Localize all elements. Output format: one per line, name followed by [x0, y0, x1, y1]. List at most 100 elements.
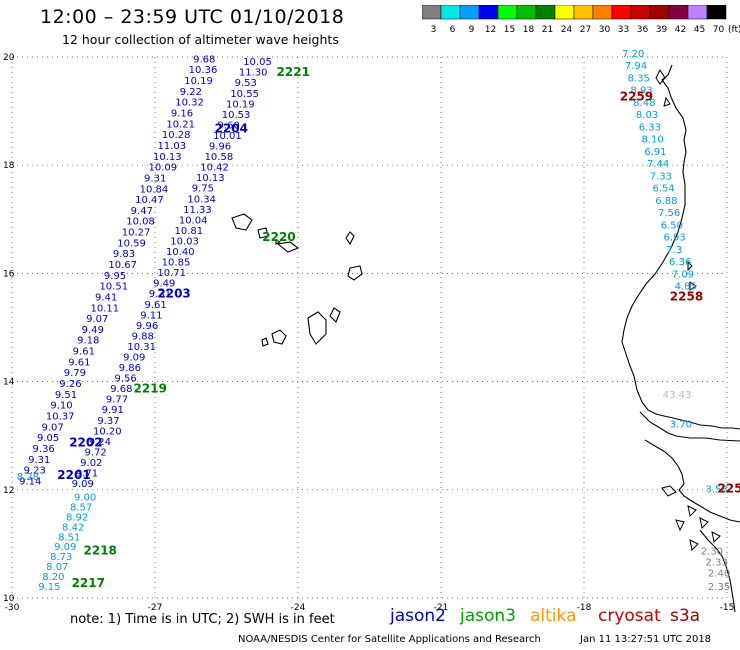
cape-verde-boa-vista [347, 265, 363, 281]
wave-height-value: 7.56 [658, 208, 680, 219]
wave-height-value: 2.40 [708, 568, 730, 579]
generation-timestamp: Jan 11 13:27:51 UTC 2018 [580, 634, 712, 645]
wave-height-value: 6.93 [664, 233, 686, 244]
colorbar-tick-label: 12 [485, 25, 496, 35]
wave-height-value: 8.57 [70, 503, 92, 514]
wave-height-value: 10.19 [226, 99, 255, 110]
wave-height-value: 10.34 [187, 194, 216, 205]
cape-verde-maio [329, 307, 341, 323]
wave-height-value: 9.47 [131, 206, 153, 217]
longitude-tick-label: -18 [577, 603, 592, 612]
wave-height-value: 8.73 [50, 552, 72, 563]
wave-height-value: 9.02 [80, 458, 102, 469]
wave-height-value: 9.75 [192, 184, 214, 195]
wave-height-value: 7.44 [647, 159, 669, 170]
wave-height-value: 11.30 [239, 68, 268, 79]
wave-height-value: 7.33 [650, 171, 672, 182]
wave-height-value: 8.07 [46, 562, 68, 573]
wave-height-value: 8.28 [17, 472, 39, 483]
wave-height-value: 9.31 [28, 455, 50, 466]
colorbar-swatch [706, 5, 727, 20]
wave-height-value: 9.18 [77, 336, 99, 347]
credit-line: NOAA/NESDIS Center for Satellite Applica… [238, 634, 541, 645]
wave-height-value: 9.09 [72, 479, 94, 490]
colorbar-tick-label: 21 [542, 25, 553, 35]
cape-verde-sal [345, 231, 355, 246]
wave-height-value: 6.91 [644, 147, 666, 158]
wave-height-value: 9.79 [64, 368, 86, 379]
colorbar-tick-label: 36 [637, 25, 649, 35]
cape-verde-brava [261, 337, 269, 347]
wave-height-value: 7.3 [666, 245, 682, 256]
colorbar-tick-label: 30 [599, 25, 611, 35]
latitude-tick-label: 12 [3, 486, 14, 496]
pass-time-label: 2204 [215, 122, 248, 136]
wave-height-value: 10.32 [175, 98, 204, 109]
wave-height-value: 10.21 [166, 119, 195, 130]
cape-verde-sao-vicente [257, 227, 269, 239]
map-title: 12:00 – 23:59 UTC 01/10/2018 [40, 6, 345, 28]
latitude-tick-label: 20 [3, 53, 15, 63]
wave-height-value: 9.88 [132, 331, 154, 342]
track-jason3-ascending-b: 9.099.719.029.729.2410.209.379.919.779.6… [72, 57, 272, 490]
wave-height-value: 9.22 [180, 87, 202, 98]
cape-verde-fogo [271, 329, 287, 345]
wave-height-value: 7.09 [672, 269, 694, 280]
coastline-layer [231, 64, 740, 612]
map-subtitle: 12 hour collection of altimeter wave hei… [62, 32, 339, 47]
colorbar-tick-label: 33 [618, 25, 629, 35]
colorbar-tick-label: 18 [523, 25, 535, 35]
colorbar-tick-label: 45 [694, 25, 705, 35]
colorbar-tick-label: 42 [675, 25, 686, 35]
wave-height-value: 10.19 [184, 76, 213, 87]
wave-height-value: 8.92 [66, 512, 88, 523]
wave-height-value: 9.51 [55, 390, 77, 401]
wave-height-value: 9.86 [119, 363, 141, 374]
wave-height-value: 9.61 [145, 300, 167, 311]
bissagos-island-d [675, 519, 685, 532]
pass-time-label: 2217 [72, 576, 105, 590]
wave-height-value: 6.88 [655, 196, 677, 207]
wave-height-value: 9.72 [84, 447, 106, 458]
wave-height-value: 10.47 [135, 195, 164, 206]
wave-height-value: 9.77 [106, 395, 128, 406]
wave-height-value: 6.54 [652, 184, 674, 195]
wave-height-value: 10.01 [213, 131, 242, 142]
pass-time-label: 2259 [620, 89, 653, 103]
wave-height-value: 9.56 [114, 374, 136, 385]
pass-time-label: 2258 [670, 289, 703, 303]
latitude-tick-label: 14 [3, 378, 15, 388]
wave-height-value: 9.95 [104, 271, 126, 282]
pass-time-label: 2220 [262, 230, 295, 244]
wave-height-value: 8.20 [42, 572, 64, 583]
mission-label-jason3: jason3 [460, 606, 516, 626]
track-cryosat-coastal-track: 4.857.096.367.36.936.507.566.886.547.337… [622, 49, 697, 293]
colorbar-tick-label: 70 [713, 25, 725, 35]
wave-height-value: 2.33 [706, 558, 728, 569]
wave-height-value: 9.61 [68, 357, 90, 368]
wave-height-value: 9.15 [38, 582, 60, 593]
wave-height-value: 9.68 [193, 54, 215, 65]
pass-time-label: 2201 [57, 468, 90, 482]
wave-height-value: 10.40 [166, 247, 195, 258]
wave-height-value: 9.10 [50, 401, 72, 412]
colorbar-tick-label: 3 [431, 25, 437, 35]
wave-height-value: 10.05 [243, 57, 272, 68]
wave-height-value: 9.71 [76, 469, 98, 480]
wave-height-value: 8.03 [636, 110, 658, 121]
mission-label-jason2: jason2 [390, 606, 446, 626]
wave-height-value: 9.26 [59, 379, 81, 390]
wave-height-value: 9.96 [136, 321, 158, 332]
wave-height-value: 9.36 [33, 444, 55, 455]
wave-height-value: 10.71 [157, 268, 186, 279]
wave-height-value: 10.84 [140, 184, 169, 195]
wave-height-value: 9.31 [144, 173, 166, 184]
mission-label-cryosat: cryosat [598, 606, 661, 626]
wave-height-value: 10.20 [93, 426, 122, 437]
wave-height-value: 9.49 [153, 279, 175, 290]
wave-height-value: 9.60 [217, 120, 239, 131]
colorbar-unit: (ft) [728, 25, 740, 35]
pass-time-label: 2218 [84, 544, 117, 558]
mission-label-altika: altika [530, 606, 577, 626]
